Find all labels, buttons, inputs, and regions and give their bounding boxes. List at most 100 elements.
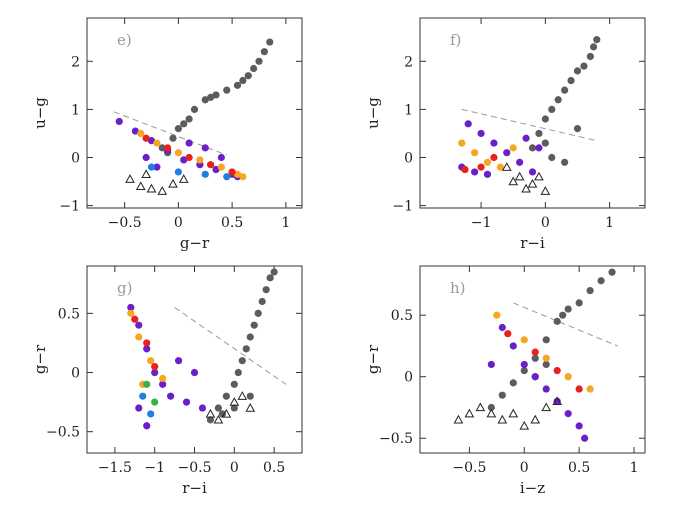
- data-point: [147, 410, 155, 418]
- data-point: [575, 385, 583, 393]
- panel-h: −0.5 0 0.5 1 −0.5 0 0.5 i−z g−r h): [364, 265, 646, 497]
- data-point: [497, 414, 508, 424]
- data-point: [464, 408, 475, 418]
- data-point: [255, 57, 263, 65]
- data-point: [135, 181, 146, 191]
- x-tick-label: −0.5: [178, 460, 212, 476]
- data-point: [483, 158, 492, 166]
- plot-frame: [419, 265, 646, 454]
- data-point: [528, 144, 537, 152]
- data-point: [207, 161, 215, 169]
- data-point: [542, 360, 550, 369]
- data-point: [471, 168, 479, 176]
- data-point: [142, 134, 150, 142]
- data-point: [217, 163, 225, 171]
- data-point: [575, 422, 583, 430]
- data-point: [147, 137, 156, 145]
- y-tick-label: 2: [404, 54, 413, 70]
- data-point: [151, 398, 159, 406]
- cut-line: [513, 302, 618, 347]
- data-point: [185, 115, 193, 123]
- data-point: [137, 129, 145, 138]
- y-axis-label: g−r: [31, 344, 49, 374]
- data-point: [174, 168, 182, 176]
- data-point: [213, 414, 224, 424]
- data-point: [141, 169, 151, 179]
- data-point: [508, 176, 519, 186]
- data-point: [234, 368, 242, 377]
- data-point: [493, 311, 501, 319]
- data-point: [498, 391, 506, 399]
- data-point: [266, 274, 274, 282]
- data-point: [147, 357, 155, 365]
- data-point: [541, 139, 549, 147]
- data-point: [519, 420, 530, 430]
- data-point: [542, 354, 550, 362]
- data-point: [169, 134, 177, 142]
- data-point: [528, 168, 537, 176]
- data-point: [139, 392, 147, 400]
- data-point: [504, 330, 512, 338]
- data-point: [174, 357, 183, 365]
- data-point: [239, 173, 247, 181]
- x-tick-label: 1: [281, 215, 290, 231]
- data-point: [196, 156, 204, 164]
- data-point: [573, 125, 582, 133]
- data-point: [586, 52, 594, 61]
- y-tick-label: 1: [404, 102, 413, 118]
- data-point: [508, 408, 519, 418]
- data-point: [535, 144, 543, 152]
- data-point: [168, 178, 178, 188]
- y-axis-label: u−g: [364, 97, 382, 129]
- x-tick-label: 1: [605, 215, 614, 231]
- data-point: [498, 323, 506, 332]
- data-point: [509, 379, 517, 387]
- x-tick-label: 0: [230, 460, 239, 476]
- data-point: [477, 163, 485, 171]
- data-point: [531, 348, 539, 356]
- data-point: [270, 268, 278, 276]
- data-point: [542, 336, 550, 344]
- data-point: [146, 183, 157, 193]
- data-point: [516, 158, 524, 166]
- data-point: [531, 373, 539, 381]
- panel-letter: g): [117, 279, 132, 297]
- data-point: [520, 360, 528, 369]
- data-point: [567, 76, 575, 85]
- data-point: [553, 397, 561, 405]
- data-point: [586, 385, 594, 393]
- y-tick-label: 0: [404, 150, 413, 166]
- panel-f: −1 0 1 −1 0 1 2 r−i u−g f): [364, 17, 646, 252]
- panel-letter: e): [117, 31, 132, 49]
- data-point: [174, 125, 182, 133]
- data-point: [531, 354, 539, 362]
- data-point: [564, 410, 572, 418]
- data-point: [509, 144, 517, 152]
- data-point: [554, 96, 562, 104]
- panel-letter: f): [450, 31, 461, 49]
- data-point: [180, 156, 188, 164]
- x-tick-label: 0: [174, 215, 183, 231]
- data-point: [233, 170, 242, 178]
- data-point: [201, 144, 209, 152]
- data-point: [153, 163, 161, 171]
- data-point: [461, 165, 469, 174]
- data-point: [230, 380, 238, 388]
- data-point: [174, 149, 182, 157]
- data-point: [206, 416, 215, 424]
- plot-frame: [86, 17, 303, 209]
- x-tick-label: 1: [630, 460, 639, 476]
- y-tick-label: −0.5: [379, 431, 413, 447]
- data-point: [151, 363, 159, 371]
- data-point: [490, 153, 498, 162]
- data-point: [167, 392, 175, 400]
- data-point: [522, 134, 530, 142]
- data-point: [131, 127, 139, 135]
- data-point: [542, 385, 550, 393]
- data-point: [496, 163, 504, 171]
- data-point: [246, 392, 254, 400]
- data-point: [530, 414, 541, 424]
- data-point: [564, 373, 572, 381]
- data-point: [262, 286, 270, 294]
- data-point: [198, 404, 207, 412]
